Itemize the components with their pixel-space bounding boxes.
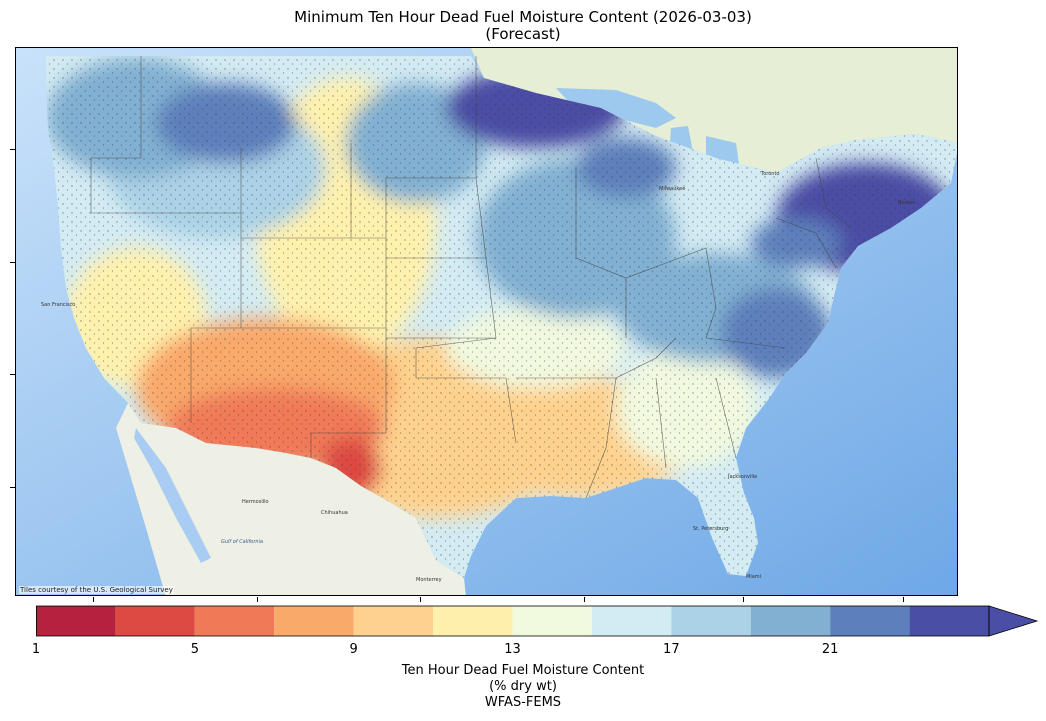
colorbar-outline bbox=[36, 605, 990, 637]
label-toronto: Toronto bbox=[760, 171, 779, 177]
label-st-petersburg: St. Petersburg bbox=[693, 526, 728, 532]
label-boston: Boston bbox=[898, 200, 915, 206]
fuel-moisture-map[interactable]: San Francisco Milwaukee Toronto Boston S… bbox=[15, 47, 958, 596]
place-labels: San Francisco Milwaukee Toronto Boston S… bbox=[41, 171, 915, 583]
label-gulf-of-california: Gulf of California bbox=[221, 539, 263, 545]
colorbar-bin bbox=[591, 606, 672, 636]
map-title-line1: Minimum Ten Hour Dead Fuel Moisture Cont… bbox=[294, 8, 752, 26]
tile-attribution: Tiles courtesy of the U.S. Geological Su… bbox=[19, 586, 174, 594]
state-borders bbox=[90, 56, 852, 499]
colorbar-tick-label: 9 bbox=[349, 642, 358, 657]
colorbar-top-ticks bbox=[0, 597, 1046, 603]
y-axis-tick bbox=[10, 374, 15, 375]
colorbar-bin bbox=[274, 606, 354, 636]
map-title: Minimum Ten Hour Dead Fuel Moisture Cont… bbox=[0, 9, 1046, 43]
colorbar-bin bbox=[353, 606, 434, 636]
lake-superior bbox=[556, 88, 676, 128]
label-jacksonville: Jacksonville bbox=[727, 474, 757, 480]
label-monterrey: Monterrey bbox=[416, 577, 442, 583]
colorbar-tick-labels: 1 5 9 13 17 21 bbox=[0, 642, 1046, 660]
gulf-of-california bbox=[134, 428, 211, 563]
colorbar-tick-label: 13 bbox=[504, 642, 521, 657]
y-axis-tick bbox=[10, 262, 15, 263]
colorbar bbox=[36, 605, 1039, 637]
y-axis-tick bbox=[10, 149, 15, 150]
colorbar-label-line1: Ten Hour Dead Fuel Moisture Content bbox=[401, 663, 645, 678]
label-hermosillo: Hermosillo bbox=[242, 499, 269, 505]
colorbar-bin bbox=[512, 606, 592, 636]
map-title-line2: (Forecast) bbox=[485, 25, 561, 43]
y-axis-tick bbox=[10, 487, 15, 488]
canada-land bbox=[471, 48, 957, 173]
colorbar-tick-label: 5 bbox=[190, 642, 199, 657]
map-canvas: San Francisco Milwaukee Toronto Boston S… bbox=[16, 48, 957, 595]
colorbar-extend-max bbox=[988, 605, 1039, 637]
label-miami: Miami bbox=[746, 574, 761, 580]
colorbar-label-line2: (% dry wt) bbox=[489, 679, 557, 694]
colorbar-bin bbox=[909, 606, 989, 636]
colorbar-tick-label: 21 bbox=[821, 642, 839, 657]
colorbar-label: Ten Hour Dead Fuel Moisture Content (% d… bbox=[0, 663, 1046, 711]
colorbar-bin bbox=[36, 606, 116, 636]
colorbar-tick-label: 17 bbox=[663, 642, 680, 657]
colorbar-bin bbox=[671, 606, 751, 636]
label-milwaukee: Milwaukee bbox=[659, 186, 685, 192]
colorbar-bin bbox=[115, 606, 195, 636]
colorbar-bin bbox=[830, 606, 910, 636]
colorbar-bin bbox=[194, 606, 275, 636]
label-chihuahua: Chihuahua bbox=[321, 510, 348, 516]
colorbar-bin bbox=[433, 606, 513, 636]
label-san-francisco: San Francisco bbox=[41, 302, 75, 308]
colorbar-label-line3: WFAS-FEMS bbox=[484, 695, 562, 710]
colorbar-bin bbox=[750, 606, 831, 636]
colorbar-tick-label: 1 bbox=[31, 642, 41, 657]
